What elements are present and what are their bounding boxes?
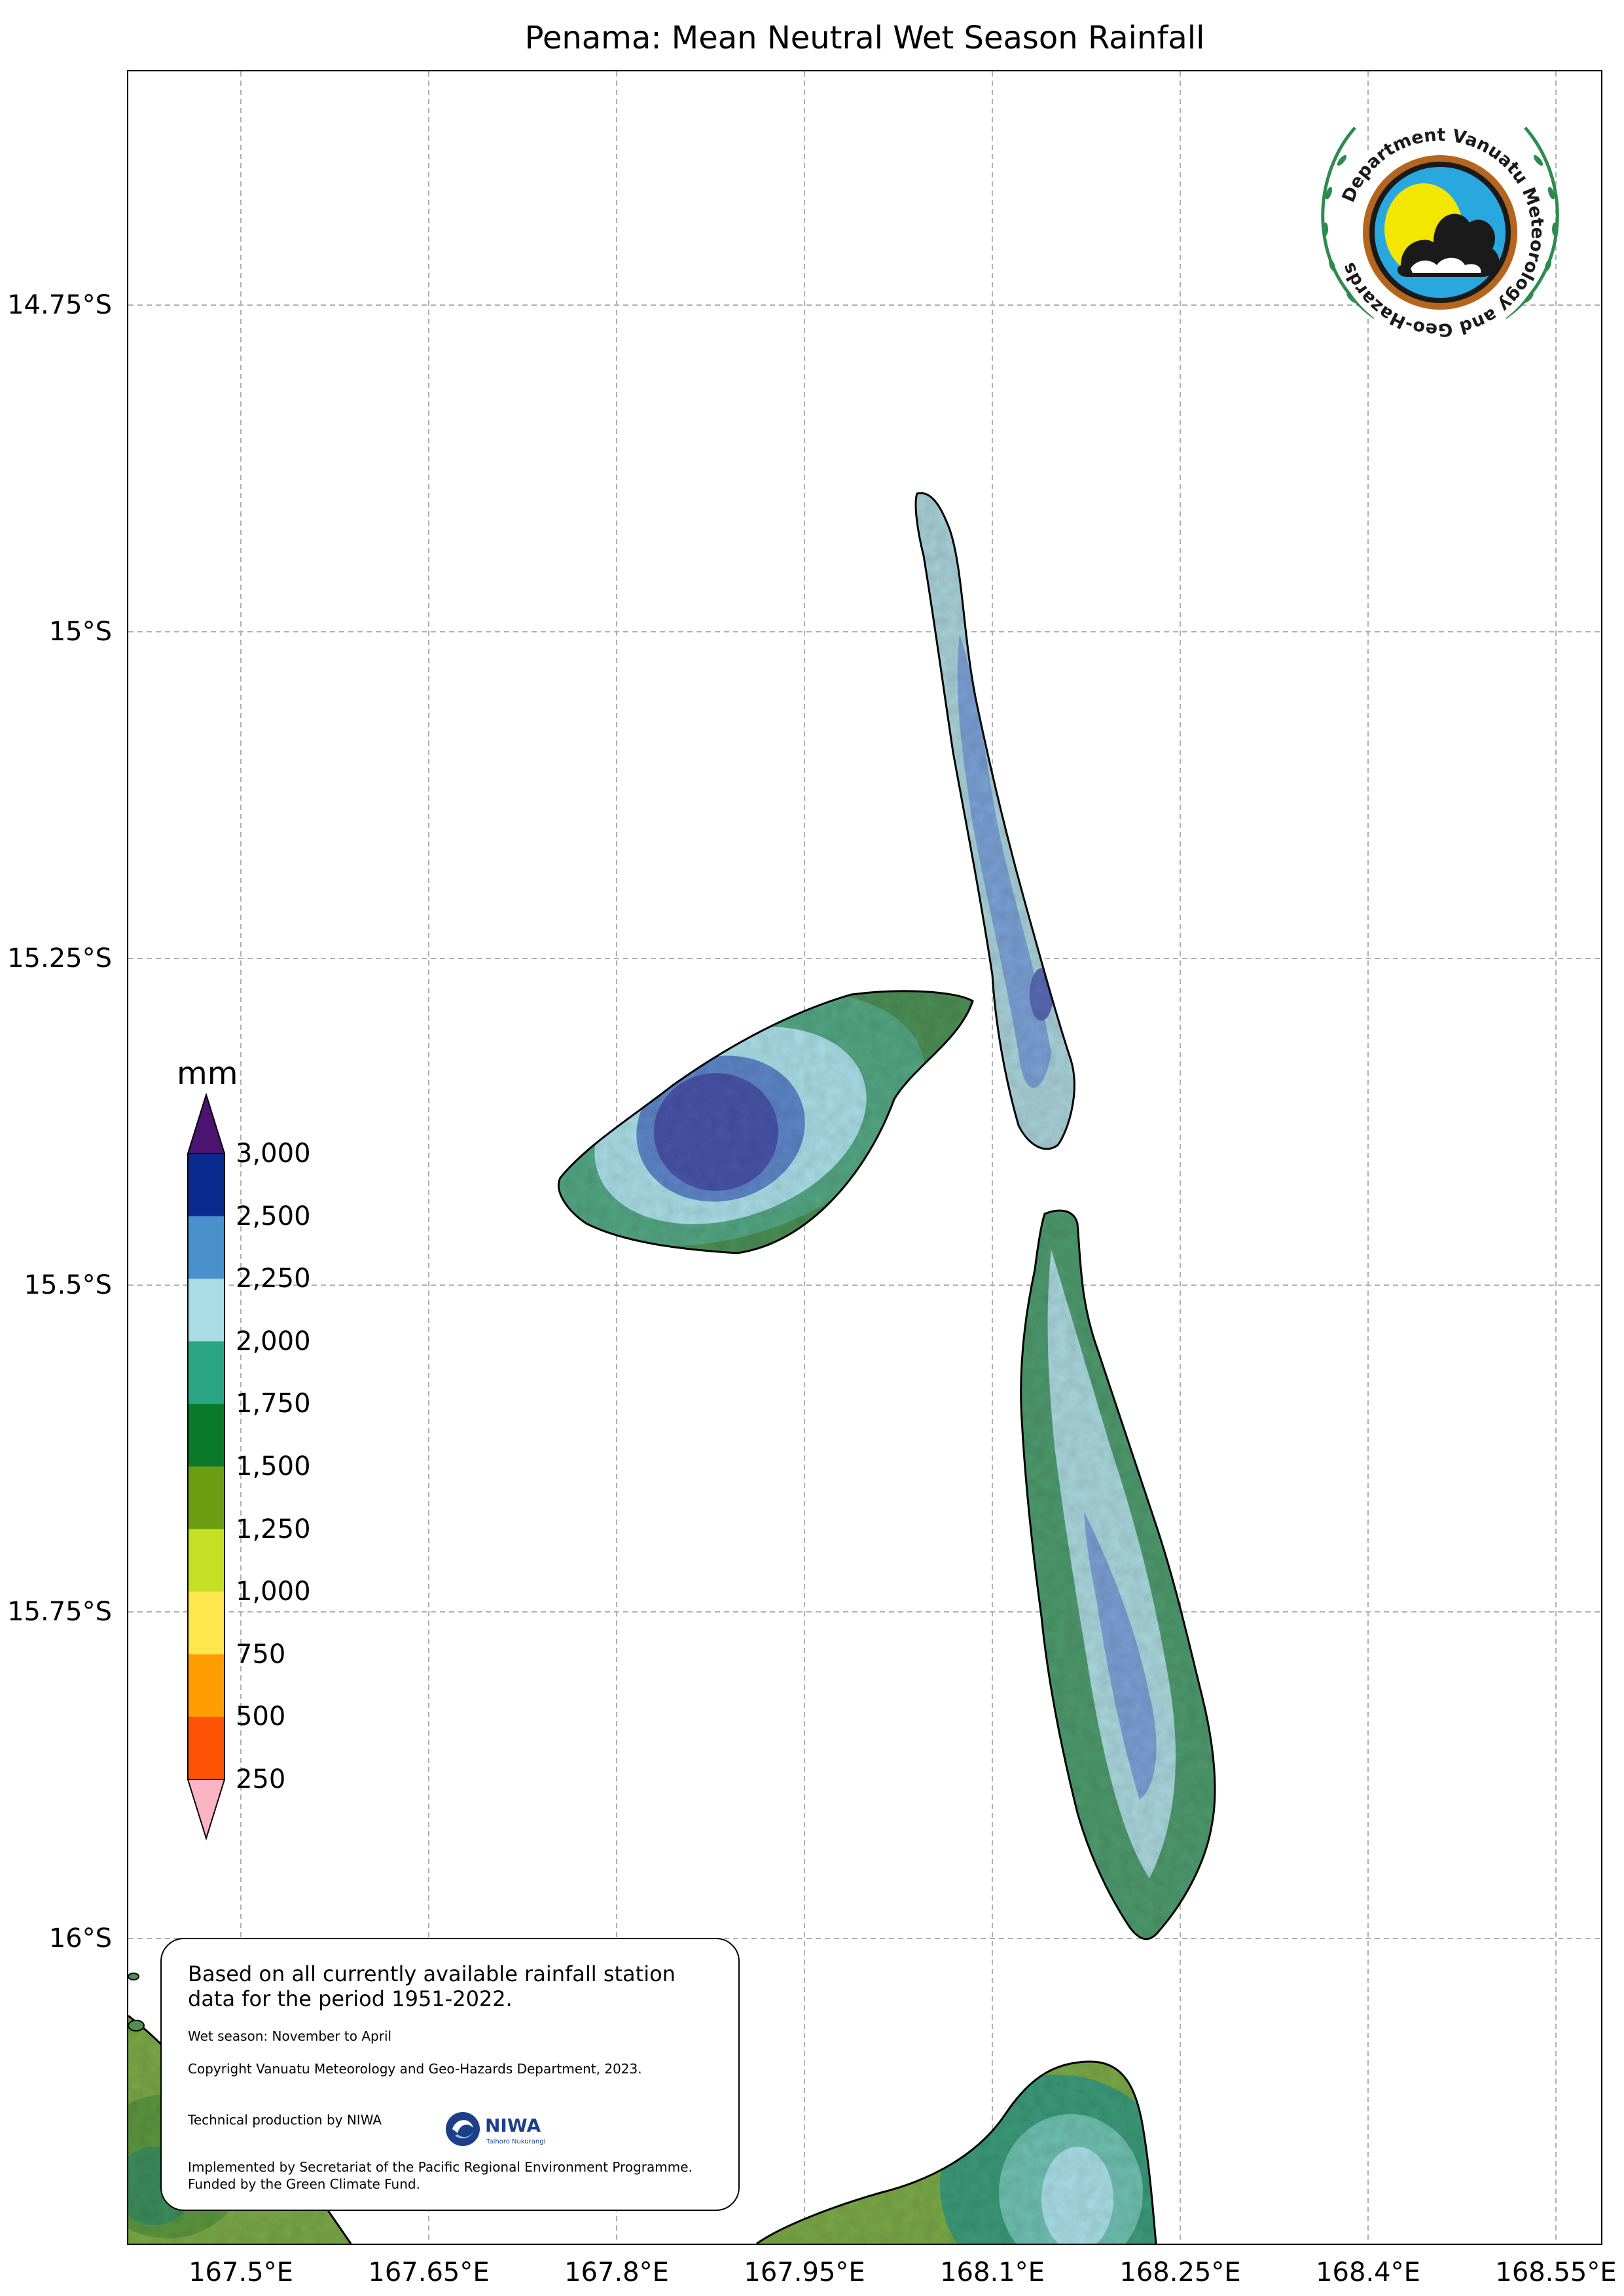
lon-tick-label: 168.1°E bbox=[940, 2257, 1045, 2287]
colorbar-tick-label: 2,000 bbox=[236, 1326, 311, 1357]
info-box: Based on all currently available rainfal… bbox=[160, 1938, 740, 2211]
niwa-logo: NIWA Taihoro Nukurangi bbox=[446, 2112, 545, 2146]
colorbar-tick-label: 1,000 bbox=[236, 1576, 311, 1607]
colorbar-bin bbox=[188, 1592, 225, 1655]
colorbar bbox=[187, 1093, 226, 1841]
info-season: Wet season: November to April bbox=[188, 2028, 392, 2044]
vmgd-logo: Department Vanuatu Meteorology and Geo-H… bbox=[1321, 124, 1559, 340]
colorbar-tick-label: 500 bbox=[236, 1702, 286, 1732]
lat-tick-label: 14.75°S bbox=[7, 290, 112, 320]
colorbar-bin bbox=[188, 1341, 225, 1404]
island-ambae bbox=[558, 991, 973, 1253]
colorbar-bin bbox=[188, 1467, 225, 1530]
island-maewo bbox=[916, 493, 1075, 1149]
info-technical: Technical production by NIWA bbox=[188, 2112, 382, 2128]
lat-tick-label: 16°S bbox=[48, 1923, 112, 1954]
colorbar-bin bbox=[188, 1529, 225, 1592]
colorbar-bin bbox=[188, 1404, 225, 1467]
lat-tick-label: 15°S bbox=[48, 617, 112, 647]
lat-tick-label: 15.75°S bbox=[7, 1597, 112, 1627]
lon-tick-label: 167.5°E bbox=[189, 2257, 293, 2287]
colorbar-tick-label: 1,250 bbox=[236, 1514, 311, 1544]
colorbar-tick-label: 2,250 bbox=[236, 1264, 311, 1294]
lon-tick-label: 168.55°E bbox=[1495, 2257, 1617, 2287]
pentecost-coastline bbox=[1020, 1209, 1216, 1941]
niwa-logo-subtext: Taihoro Nukurangi bbox=[486, 2138, 545, 2145]
info-main-text: Based on all currently available rainfal… bbox=[188, 1961, 676, 2011]
colorbar-tick-label: 250 bbox=[236, 1764, 286, 1795]
maewo-coastline bbox=[914, 492, 1075, 1150]
island-pentecost bbox=[1020, 1211, 1215, 1939]
colorbar-bin bbox=[188, 1717, 225, 1780]
info-implemented: Implemented by Secretariat of the Pacifi… bbox=[188, 2159, 693, 2175]
lat-tick-label: 15.5°S bbox=[24, 1270, 112, 1300]
colorbar-bin bbox=[188, 1154, 225, 1217]
graticule bbox=[128, 71, 1601, 2244]
colorbar-extend-max bbox=[187, 1093, 226, 1154]
info-copyright: Copyright Vanuatu Meteorology and Geo-Ha… bbox=[188, 2061, 642, 2077]
lon-tick-label: 167.65°E bbox=[368, 2257, 490, 2287]
lon-tick-label: 168.25°E bbox=[1119, 2257, 1241, 2287]
lon-tick-label: 167.8°E bbox=[564, 2257, 669, 2287]
legend-unit: mm bbox=[177, 1055, 238, 1092]
lon-tick-label: 168.4°E bbox=[1316, 2257, 1420, 2287]
colorbar-extend-min bbox=[187, 1779, 226, 1841]
ambae-coastline bbox=[557, 990, 974, 1254]
lon-tick-label: 167.95°E bbox=[744, 2257, 865, 2287]
lat-tick-label: 15.25°S bbox=[7, 943, 112, 974]
colorbar-bin bbox=[188, 1279, 225, 1342]
colorbar-bin bbox=[188, 1654, 225, 1717]
colorbar-tick-label: 1,750 bbox=[236, 1389, 311, 1419]
info-funded: Funded by the Green Climate Fund. bbox=[188, 2176, 420, 2192]
map-area[interactable] bbox=[127, 70, 1602, 2245]
colorbar-tick-label: 2,500 bbox=[236, 1201, 311, 1231]
colorbar-tick-label: 750 bbox=[236, 1639, 286, 1669]
niwa-logo-text: NIWA bbox=[485, 2115, 541, 2136]
colorbar-tick-label: 3,000 bbox=[236, 1139, 311, 1169]
colorbar-bin bbox=[188, 1216, 225, 1279]
map-title: Penama: Mean Neutral Wet Season Rainfall bbox=[524, 20, 1205, 56]
colorbar-tick-label: 1,500 bbox=[236, 1451, 311, 1482]
map-canvas bbox=[128, 71, 1601, 2244]
